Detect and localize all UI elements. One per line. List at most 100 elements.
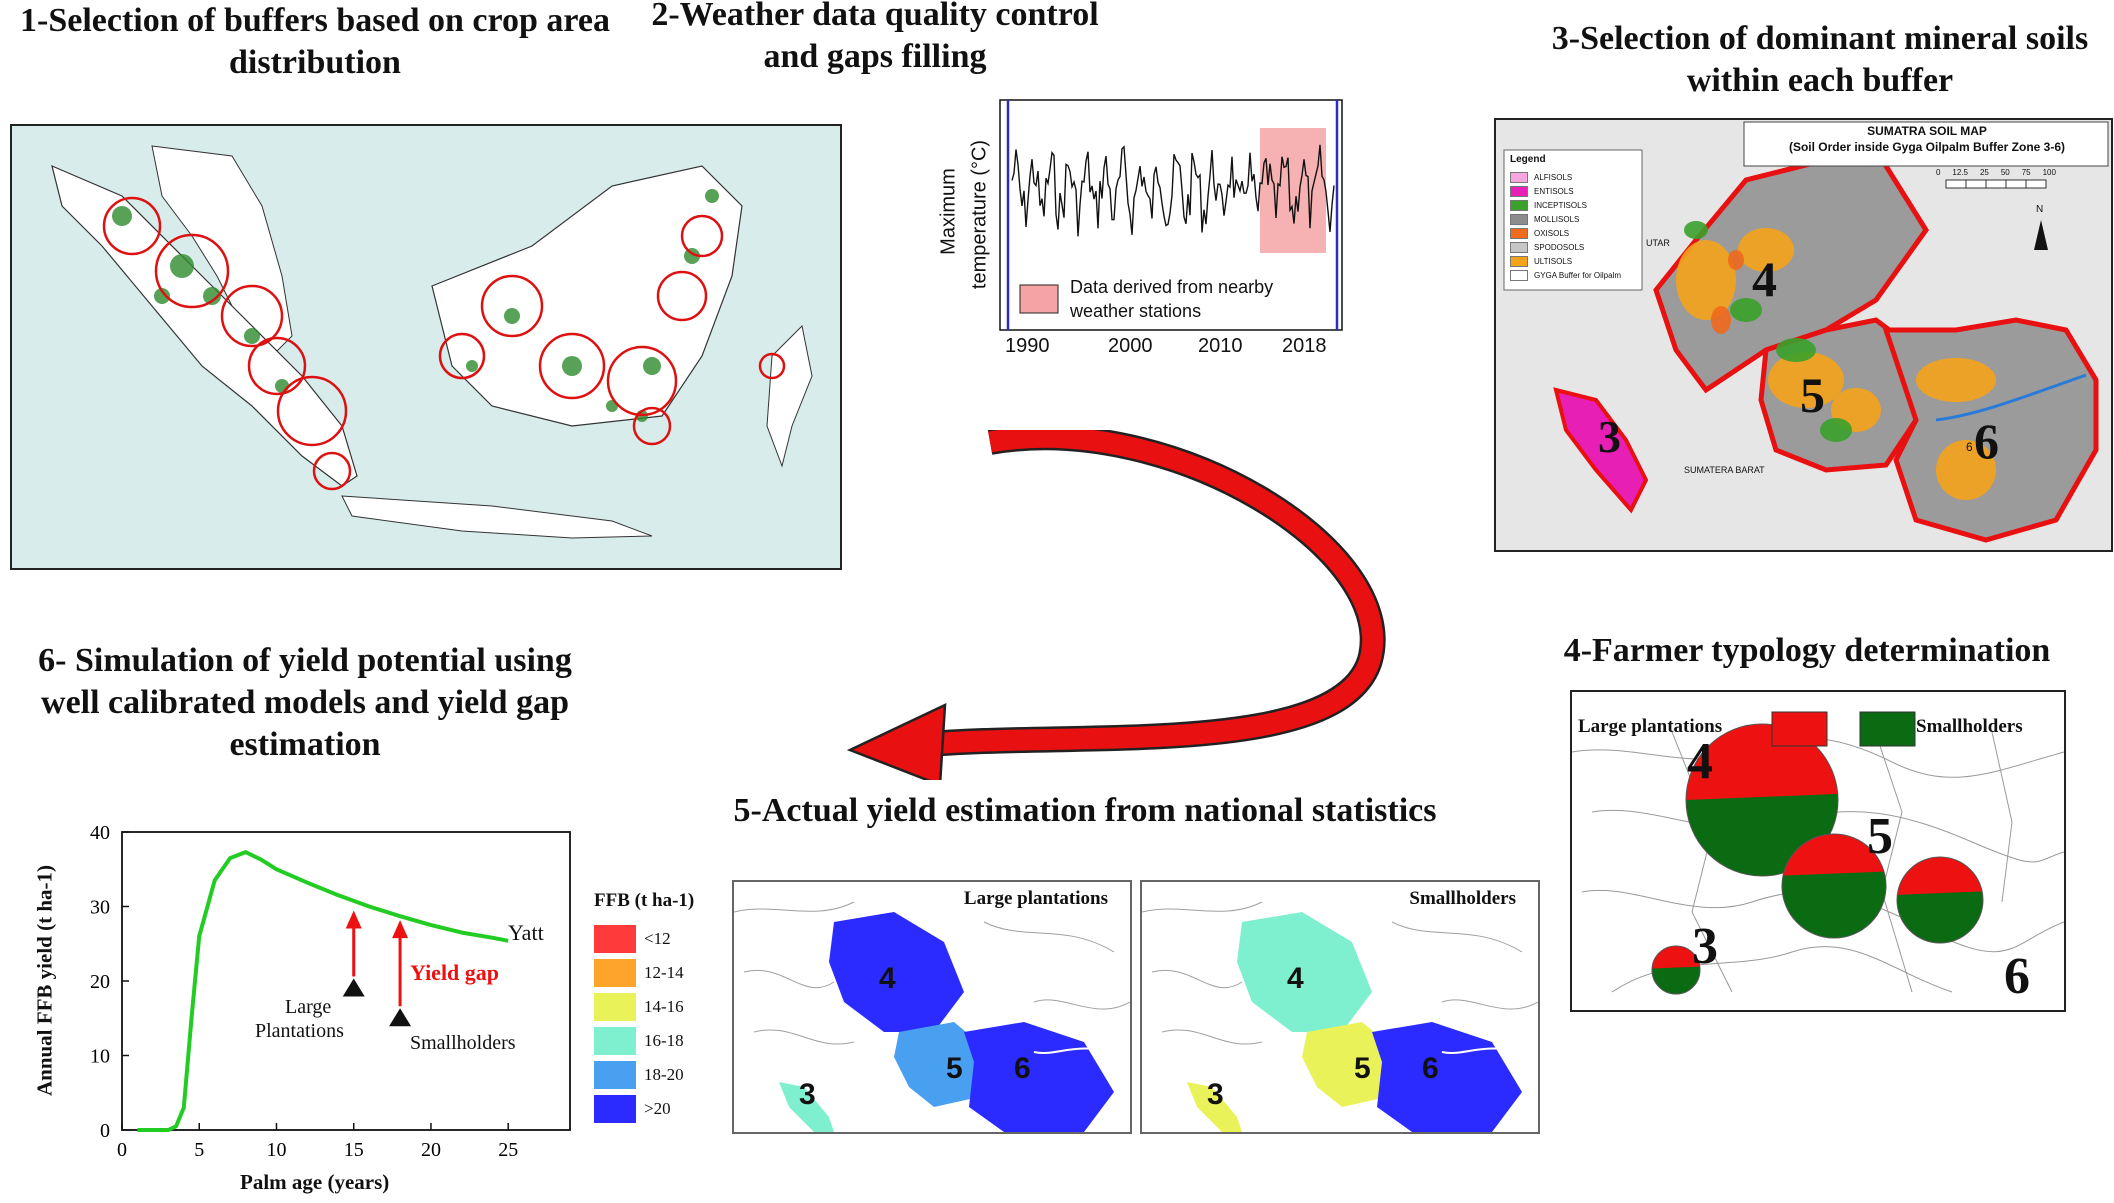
title-step-4: 4-Farmer typology determination [1563,632,2051,669]
weather-xtick-2018: 2018 [1282,335,1327,357]
soil-legend-swatch [1510,213,1528,225]
place-label-utar: UTAR [1646,238,1670,248]
weather-chart: Maximum temperature (°C) Data derived fr… [930,95,1350,370]
pie-buffer-3 [1652,946,1700,994]
soil-legend-label: SPODOSOLS [1534,242,1585,252]
ffb-legend-swatch [594,1027,636,1055]
soil-map-title: SUMATRA SOIL MAP [1867,124,1987,138]
legend-large-swatch [1771,711,1828,747]
ffb-legend-swatch [594,1061,636,1089]
weather-legend-line1: Data derived from nearby [1070,277,1274,297]
yield-gap-label: Yield gap [410,960,500,985]
ffb-legend-swatch [594,959,636,987]
ffb-legend-swatch [594,1095,636,1123]
soil-map-subtitle: (Soil Order inside Gyga Oilpalm Buffer Z… [1788,140,2066,154]
yield-buffer-5 [1302,1022,1392,1107]
title-step-1: 1-Selection of buffers based on crop are… [20,2,610,81]
soil-legend-swatch [1510,255,1528,267]
large-plantations-map-title: Large plantations [963,888,1108,909]
soil-legend-swatch [1510,185,1528,197]
soil-legend-swatch [1510,227,1528,239]
yield-gap-arrowhead [392,920,409,939]
title-step-2: 2-Weather data quality control and gaps … [651,0,1099,75]
map-a-label-4: 4 [879,962,896,995]
soil-legend-item: GYGA Buffer for Oilpalm [1510,268,1621,282]
typology-legend-small: Smallholders [1916,716,2023,737]
pie-large-plantations-slice [1652,946,1700,969]
y-tick-label: 30 [90,897,110,919]
farmer-typology-map: Large plantations Smallholders 4 5 3 6 [1570,690,2066,1012]
soil-legend-swatch [1510,269,1528,281]
weather-ylabel-line2: temperature (°C) [968,139,991,290]
title-step-5: 5-Actual yield estimation from national … [733,792,1437,829]
sumatra-soil-map: SUMATRA SOIL MAP (Soil Order inside Gyga… [1494,118,2113,552]
x-tick-label: 15 [344,1139,364,1161]
y-tick-label: 20 [90,971,110,993]
map-b-label-6: 6 [1422,1052,1439,1085]
north-arrow-label: N [2036,204,2044,215]
x-tick-label: 20 [421,1139,441,1161]
smallholders-label: Smallholders [410,1032,516,1054]
map-b-label-5: 5 [1354,1052,1371,1085]
soil-legend-label: ENTISOLS [1534,186,1574,196]
x-tick-label: 10 [266,1139,286,1161]
small-buffer-6-label: 6 [1966,440,1973,454]
ffb-legend-label: 18-20 [644,1065,684,1084]
ffb-legend-label: <12 [644,929,671,948]
ffb-legend-item: 16-18 [594,1024,714,1058]
soil-legend-item: SPODOSOLS [1510,240,1621,254]
typology-legend-large: Large plantations [1578,716,1723,737]
scale-tick: 0 [1936,168,1941,177]
soil-legend-item: INCEPTISOLS [1510,198,1621,212]
soil-legend-swatch [1510,241,1528,253]
ffb-legend-swatch [594,993,636,1021]
large-plantations-label-line2: Plantations [255,1020,344,1042]
ffb-legend-items: <12 12-14 14-16 16-18 18-20 >20 [594,922,714,1126]
y-tick-label: 0 [100,1120,110,1142]
marker-triangle [389,1008,412,1027]
soil-legend-label: MOLLISOLS [1534,214,1580,224]
weather-legend-line2: weather stations [1070,301,1202,321]
x-tick-label: 0 [117,1139,127,1161]
soil-buffer-label-3: 3 [1598,411,1621,462]
ffb-legend-title: FFB (t ha-1) [594,890,695,911]
soil-legend-title: Legend [1510,154,1546,165]
scale-tick: 50 [2000,168,2010,177]
yield-buffer-5 [894,1022,984,1107]
soil-legend-item: ENTISOLS [1510,184,1621,198]
temperature-series [1011,144,1335,237]
soil-legend-item: ALFISOLS [1510,170,1621,184]
indonesia-buffer-map [10,124,842,570]
ffb-legend-item: 14-16 [594,990,714,1024]
title-step-3: 3-Selection of dominant mineral soils wi… [1551,20,2089,99]
soil-legend-item: OXISOLS [1510,226,1621,240]
gap-legend-swatch [1019,284,1059,314]
yield-buffer-4 [1237,912,1372,1032]
ffb-legend-label: >20 [644,1099,671,1118]
typology-label-5: 5 [1867,808,1893,865]
ffb-legend-swatch [594,925,636,953]
soil-legend-label: OXISOLS [1534,228,1570,238]
soil-legend-item: MOLLISOLS [1510,212,1621,226]
ffb-legend-item: 18-20 [594,1058,714,1092]
scale-tick: 12.5 [1952,168,1968,177]
soil-legend-item: ULTISOLS [1510,254,1621,268]
large-plantations-label-line1: Large [285,996,332,1018]
yield-plot-frame [121,831,571,1131]
map-a-label-3: 3 [799,1078,816,1111]
ffb-legend-item: <12 [594,922,714,956]
legend-small-swatch [1859,711,1916,747]
yield-buffer-3 [1187,1082,1242,1132]
x-tick-label: 5 [194,1139,204,1161]
pie-buffer-5 [1782,834,1886,938]
soil-buffer-label-4: 4 [1752,251,1777,307]
ffb-legend: FFB (t ha-1) <12 12-14 14-16 16-18 18-20 >20 [594,890,714,1140]
smallholders-yield-map: Smallholders 4 5 6 3 [1140,880,1540,1134]
typology-label-6: 6 [2004,948,2030,1005]
yield-ylabel: Annual FFB yield (t ha-1) [32,864,57,1097]
weather-xtick-2010: 2010 [1198,335,1243,357]
map-b-label-3: 3 [1207,1078,1224,1111]
yield-buffer-6 [1372,1022,1522,1132]
yield-buffer-4 [829,912,964,1032]
yield-gap-arrowhead [345,910,362,929]
